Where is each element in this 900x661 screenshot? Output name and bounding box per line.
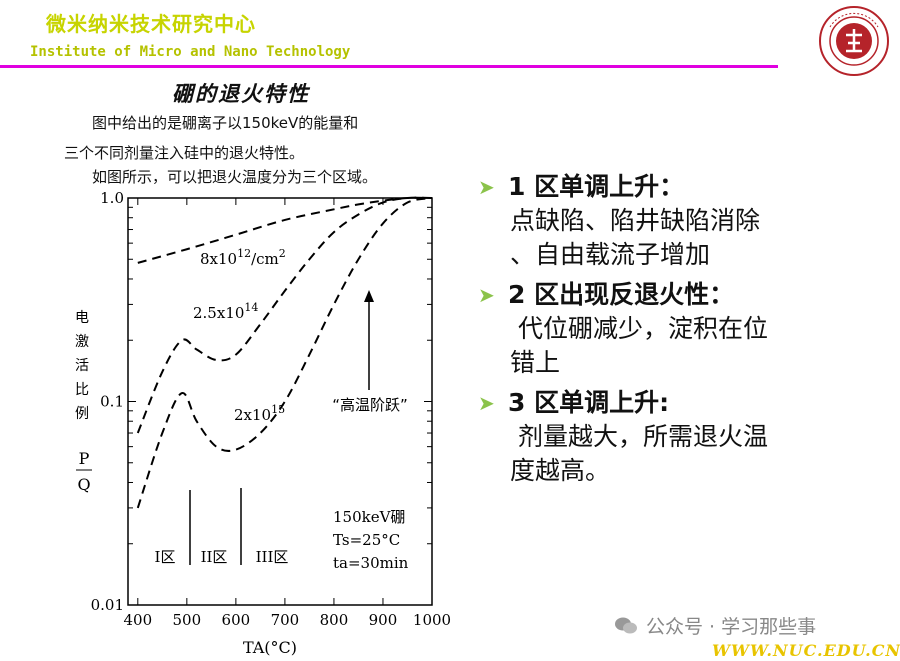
- x-tick-label: 1000: [413, 611, 451, 629]
- x-tick-label: 500: [173, 611, 202, 629]
- bullet-line: 度越高。: [510, 456, 611, 485]
- bullet-line: 错上: [510, 348, 561, 377]
- arrow-icon: ➤: [478, 283, 495, 307]
- y-axis-label-char: 激: [75, 333, 89, 350]
- annotation-label: “高温阶跃”: [332, 396, 408, 414]
- series-curve-3: [136, 197, 433, 509]
- figure-caption-line-3: 如图所示，可以把退火温度分为三个区域。: [92, 168, 378, 186]
- bullet-item-2: ➤ 2 区出现反退火性： 代位硼减少，淀积在位 错上: [478, 278, 888, 380]
- condition-label: 150keV硼: [333, 508, 405, 526]
- bullet-head-1: 1 区单调上升：: [508, 172, 685, 201]
- curve-label-1-part: 2: [279, 247, 286, 260]
- wechat-icon: [615, 617, 637, 633]
- y-tick-label: 1.0: [100, 189, 124, 207]
- bullet-item-1: ➤ 1 区单调上升： 点缺陷、陷井缺陷消除 、自由载流子增加: [478, 170, 888, 272]
- bullet-item-3: ➤ 3 区单调上升: 剂量越大，所需退火温 度越高。: [478, 386, 888, 488]
- y-axis-label-char: 电: [75, 310, 89, 326]
- bullet-line: 剂量越大，所需退火温: [510, 422, 768, 451]
- x-tick-label: 800: [320, 611, 349, 629]
- y-axis-label-char: 例: [75, 406, 89, 422]
- arrow-icon: ➤: [478, 391, 495, 415]
- university-logo: [819, 6, 889, 76]
- x-tick-label: 700: [271, 611, 300, 629]
- y-axis-label-p: P: [79, 449, 90, 468]
- arrow-icon: ➤: [478, 175, 495, 199]
- condition-label: ta=30min: [333, 554, 409, 572]
- watermark: 公众号 · 学习那些事: [614, 612, 816, 639]
- bullet-line: 代位硼减少，淀积在位: [510, 314, 768, 343]
- region-label-3: III区: [256, 548, 289, 566]
- condition-label: Ts=25°C: [333, 531, 400, 549]
- figure-caption-line-1: 图中给出的是硼离子以150keV的能量和: [92, 114, 359, 132]
- x-tick-label: 400: [123, 611, 152, 629]
- curve-label-3: 2x1015: [234, 403, 285, 424]
- bullet-head-3: 3 区单调上升:: [508, 388, 670, 417]
- curve-label-3-part: 15: [271, 403, 285, 416]
- chart-curves: [136, 196, 433, 509]
- bullet-line: 点缺陷、陷井缺陷消除: [510, 206, 761, 235]
- region-label-2: II区: [201, 548, 228, 566]
- figure-caption-line-2: 三个不同剂量注入硅中的退火特性。: [64, 144, 305, 162]
- x-axis-label: TA(°C): [243, 638, 297, 657]
- y-axis-label-char: 比: [75, 382, 89, 398]
- y-axis-label-char: 活: [75, 358, 89, 374]
- header-title-en: Institute of Micro and Nano Technology: [30, 44, 351, 60]
- region-label-1: I区: [155, 548, 176, 566]
- curve-label-2-part: 14: [244, 301, 258, 314]
- bullet-list: ➤ 1 区单调上升： 点缺陷、陷井缺陷消除 、自由载流子增加 ➤ 2 区出现反退火性：…: [478, 170, 888, 488]
- annotation-arrow-head: [364, 290, 374, 302]
- header-divider: [0, 65, 778, 68]
- curve-label-1-part: /cm: [251, 250, 279, 268]
- curve-label-2: 2.5x1014: [193, 301, 258, 322]
- bullet-head-2: 2 区出现反退火性：: [508, 280, 735, 309]
- figure-title: 硼的退火特性: [172, 81, 310, 106]
- series-curve-2: [136, 196, 433, 434]
- curve-label-1: 8x1012/cm2: [200, 247, 286, 268]
- x-tick-label: 600: [222, 611, 251, 629]
- y-tick-label: 0.01: [91, 596, 124, 614]
- curve-label-1-part: 8x10: [200, 250, 237, 268]
- header-title-cn: 微米纳米技术研究中心: [46, 12, 256, 36]
- bullet-line: 、自由载流子增加: [510, 240, 711, 269]
- watermark-text: 公众号 · 学习那些事: [646, 616, 817, 638]
- footer-site: WWW.NUC.EDU.CN: [712, 641, 900, 660]
- curve-label-3-part: 2x10: [234, 406, 271, 424]
- y-tick-label: 0.1: [100, 393, 124, 411]
- y-axis-label-q: Q: [77, 475, 90, 494]
- curve-label-1-part: 12: [237, 247, 251, 260]
- chart-labels: 8x1012/cm2 2.5x1014 2x1015 “高温阶跃” I区 II区 III区 1…: [155, 247, 409, 572]
- curve-label-2-part: 2.5x10: [193, 304, 244, 322]
- x-tick-label: 900: [369, 611, 398, 629]
